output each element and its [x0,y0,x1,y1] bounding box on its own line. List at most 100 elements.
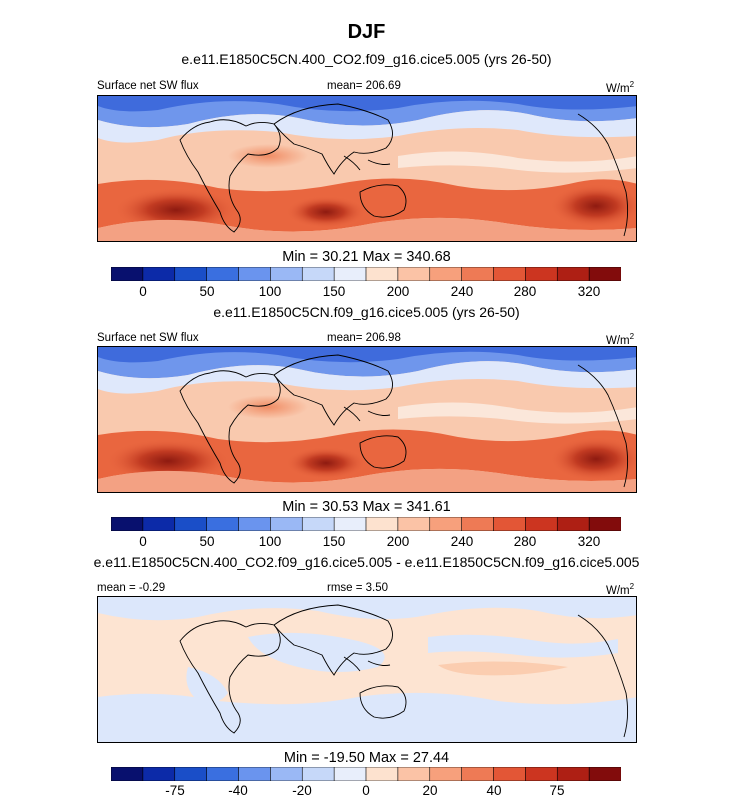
colorbar2-swatch-6 [301,517,335,531]
panel3-coast-africa [179,620,281,734]
colorbar2-swatch-5 [270,517,303,531]
colorbar1-swatch-15 [588,267,621,281]
colorbar1-swatch-8 [365,267,399,281]
panel1-equatorial-band [398,151,636,173]
panel3-tick-0: -75 [165,783,185,798]
colorbar3-swatch-13 [525,767,558,781]
panel3-tick-4: 20 [422,783,438,798]
colorbar2-swatch-11 [461,517,495,531]
panel2-tick-5: 240 [450,534,474,549]
panel2-mean: mean= 206.98 [327,332,401,344]
panel3-map [97,596,637,743]
panel3-units-sup: 2 [629,582,635,591]
figure-title: DJF [347,21,386,43]
colorbar3-swatch-6 [301,767,335,781]
panel3-rmse: rmse = 3.50 [327,582,389,594]
panel1-tick-1: 50 [199,284,215,299]
panel1-map [97,95,637,242]
panel1-coastlines [179,103,629,237]
panel1-tick-2: 100 [258,284,282,299]
colorbar3-swatch-9 [397,767,431,781]
panel2-tick-6: 280 [513,534,537,549]
panel2-tick-0: 0 [139,534,147,549]
colorbar3-swatch-1 [142,767,176,781]
panel3-tick-6: 75 [549,783,565,798]
panel1-colorbar-svg [111,267,621,281]
panel2-units-base: W/m [606,334,630,347]
panel1-coast-asia [273,103,393,175]
colorbar1-swatch-0 [111,267,144,281]
panel1-units-base: W/m [606,82,630,95]
panel3-africa-neg [186,667,228,703]
colorbar1-swatch-6 [301,267,335,281]
colorbar2-swatch-3 [206,517,240,531]
panel3-mean: mean = -0.29 [97,582,166,594]
panel1-units-sup: 2 [629,80,635,89]
panel3-coast-asia [273,604,393,676]
panel2-field [98,347,636,492]
panel1-tick-0: 0 [139,284,147,299]
colorbar1-swatch-13 [525,267,558,281]
panel2-tick-3: 150 [322,534,346,549]
panel2-sahara-blob [228,395,308,419]
panel1-tick-3: 150 [322,284,346,299]
panel2-midlat-band [98,361,636,394]
panel1-field [98,96,636,241]
panel1-sahara-blob [228,144,308,168]
panel1-coast-samerica [577,113,629,237]
colorbar2-swatch-1 [142,517,176,531]
panel3-tick-2: -20 [292,783,312,798]
panel2-tick-2: 100 [258,534,282,549]
mid-case-label: e.e11.E1850C5CN.f09_g16.cice5.005 (yrs 2… [213,304,520,320]
panel2-subtropic-band [98,429,636,483]
panel1-variable: Surface net SW flux [97,80,199,92]
colorbar2-swatch-7 [333,517,367,531]
colorbar1-swatch-1 [142,267,176,281]
panel1-core-indian [286,196,366,228]
colorbar3-swatch-15 [588,767,621,781]
colorbar1-swatch-5 [270,267,303,281]
panel2-coast-africa [179,370,281,484]
colorbar2-swatch-15 [588,517,621,531]
panel1-south-band [98,217,636,241]
colorbar2-swatch-9 [397,517,431,531]
panel1-coast-islands [343,155,391,171]
panel2-map [97,346,637,493]
colorbar3-swatch-0 [111,767,144,781]
panel2-units: W/m2 [606,332,634,347]
panel2-variable: Surface net SW flux [97,332,199,344]
panel3-coast-islands [343,656,391,672]
colorbar3-swatch-3 [206,767,240,781]
colorbar1-swatch-9 [397,267,431,281]
colorbar2-swatch-12 [493,517,526,531]
colorbar3-swatch-4 [238,767,271,781]
panel1-coast-australia [359,184,407,218]
panel1-tick-4: 200 [386,284,410,299]
panel2-minmax: Min = 30.53 Max = 341.61 [282,499,451,515]
panel1-core-pacific [550,184,636,228]
panel2-tick-1: 50 [199,534,215,549]
panel2-coastlines [179,354,629,488]
panel3-colorbar-svg [111,767,621,781]
panel2-coast-samerica [577,364,629,488]
colorbar3-swatch-14 [556,767,590,781]
colorbar1-swatch-2 [174,267,208,281]
panel2-colorbar [111,517,621,531]
colorbar1-swatch-11 [461,267,495,281]
panel2-core-atlantic [106,439,230,483]
top-case-label: e.e11.E1850C5CN.400_CO2.f09_g16.cice5.00… [181,51,552,67]
colorbar2-swatch-14 [556,517,590,531]
panel3-colorbar [111,767,621,781]
panel3-north-neg [98,597,636,621]
panel2-core-indian [286,447,366,479]
panel2-units-sup: 2 [629,332,635,341]
colorbar1-swatch-12 [493,267,526,281]
panel2-core-pacific [550,437,636,481]
colorbar3-swatch-8 [365,767,399,781]
panel1-tick-5: 240 [450,284,474,299]
colorbar1-swatch-3 [206,267,240,281]
panel1-minmax: Min = 30.21 Max = 340.68 [282,249,451,265]
colorbar2-swatch-8 [365,517,399,531]
colorbar1-swatch-14 [556,267,590,281]
diff-case-label: e.e11.E1850C5CN.400_CO2.f09_g16.cice5.00… [93,554,640,570]
